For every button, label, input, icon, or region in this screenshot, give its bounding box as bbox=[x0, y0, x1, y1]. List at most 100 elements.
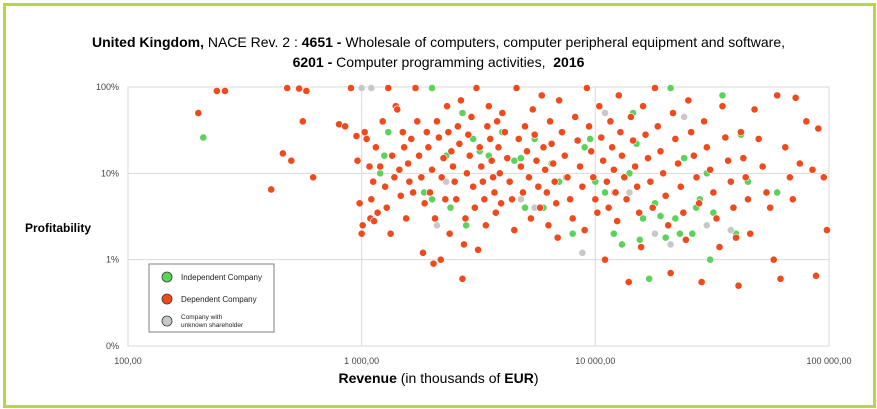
dependent-point bbox=[458, 274, 467, 283]
title-code1: 4651 - bbox=[301, 34, 342, 50]
y-tick-label: 1% bbox=[106, 255, 119, 265]
x-label-rest: (in thousands of bbox=[396, 370, 505, 386]
dependent-point bbox=[576, 162, 584, 171]
dependent-point bbox=[278, 149, 287, 158]
dependent-point bbox=[439, 154, 448, 163]
dependent-point bbox=[702, 143, 711, 152]
independent-point bbox=[568, 229, 577, 238]
dependent-point bbox=[622, 195, 631, 204]
dependent-point bbox=[498, 109, 507, 117]
dependent-point bbox=[407, 135, 416, 143]
dependent-point bbox=[537, 91, 546, 100]
unknown-point bbox=[726, 226, 735, 235]
dependent-point bbox=[365, 162, 374, 171]
dependent-point bbox=[614, 91, 623, 100]
dependent-point bbox=[802, 117, 811, 126]
independent-point bbox=[516, 154, 525, 163]
dependent-point bbox=[769, 255, 778, 264]
dependent-point bbox=[671, 135, 680, 143]
dependent-point bbox=[606, 117, 615, 126]
dependent-point bbox=[571, 113, 580, 121]
dependent-point bbox=[465, 151, 474, 160]
dependent-point bbox=[639, 102, 647, 111]
dependent-point bbox=[453, 122, 462, 131]
dependent-point bbox=[494, 143, 503, 152]
dependent-point bbox=[457, 96, 465, 105]
dependent-point bbox=[212, 87, 221, 95]
dependent-point bbox=[424, 143, 433, 152]
unknown-point bbox=[433, 221, 441, 230]
x-label-bold: Revenue bbox=[338, 370, 397, 386]
dependent-point bbox=[546, 117, 554, 126]
independent-point bbox=[656, 212, 665, 220]
dependent-point bbox=[681, 235, 690, 244]
unknown-point bbox=[666, 240, 675, 249]
dependent-point bbox=[477, 162, 486, 171]
dependent-point bbox=[447, 147, 456, 156]
dependent-point bbox=[729, 203, 738, 212]
legend-label: Company with bbox=[181, 314, 223, 321]
independent-point bbox=[586, 135, 595, 143]
dependent-point bbox=[422, 128, 431, 137]
dependent-point bbox=[360, 128, 369, 137]
independent-point bbox=[469, 135, 478, 143]
dependent-point bbox=[601, 255, 609, 264]
dependent-point bbox=[695, 199, 703, 208]
y-tick-labels: 100% 10% 1% 0% bbox=[96, 82, 119, 351]
dependent-point bbox=[396, 191, 405, 200]
dependent-point bbox=[679, 208, 688, 217]
dependent-point bbox=[489, 173, 497, 182]
dependent-point bbox=[637, 243, 646, 251]
dependent-point bbox=[481, 221, 490, 230]
dependent-point bbox=[692, 173, 701, 182]
title-code2-desc: Computer programming activities, bbox=[332, 54, 546, 70]
dependent-point bbox=[549, 159, 558, 168]
dependent-point bbox=[608, 143, 617, 152]
dependent-point bbox=[566, 195, 575, 204]
dependent-point bbox=[467, 113, 476, 121]
dependent-point bbox=[593, 208, 602, 217]
dependent-point bbox=[676, 182, 685, 191]
dependent-point bbox=[819, 173, 828, 182]
dependent-point bbox=[631, 162, 640, 171]
legend-dependent: Dependent Company bbox=[161, 293, 257, 305]
dependent-point bbox=[381, 182, 390, 191]
dependent-point bbox=[267, 185, 276, 194]
independent-point bbox=[680, 154, 689, 163]
dependent-point bbox=[741, 173, 750, 182]
dependent-point bbox=[721, 133, 730, 142]
independent-point bbox=[618, 240, 626, 249]
dependent-point bbox=[382, 203, 391, 212]
dependent-point bbox=[404, 159, 412, 168]
dependent-point bbox=[455, 139, 464, 148]
dependent-point bbox=[558, 128, 566, 137]
unknown-point bbox=[625, 188, 634, 197]
dependent-point bbox=[484, 102, 493, 111]
dependent-point bbox=[405, 177, 414, 186]
x-label-close: ) bbox=[533, 370, 539, 386]
dependent-point bbox=[812, 271, 820, 280]
dependent-point bbox=[552, 199, 561, 208]
dependent-point bbox=[644, 154, 652, 163]
independent-point bbox=[446, 203, 455, 212]
dependent-point bbox=[480, 195, 489, 204]
dependent-point bbox=[629, 136, 637, 145]
dependent-point bbox=[758, 162, 767, 171]
dependent-point bbox=[609, 165, 618, 174]
dependent-point bbox=[674, 159, 682, 168]
dependent-point bbox=[369, 177, 378, 186]
independent-point bbox=[675, 229, 684, 238]
dependent-point bbox=[528, 105, 537, 114]
dependent-point bbox=[388, 151, 397, 160]
legend-independent: Independent Company bbox=[161, 271, 262, 283]
dependent-point bbox=[541, 165, 550, 174]
dependent-point bbox=[746, 229, 755, 238]
independent-point bbox=[688, 229, 697, 238]
dependent-point bbox=[309, 173, 318, 182]
unknown-point bbox=[357, 84, 366, 92]
dependent-point bbox=[527, 214, 535, 223]
dependent-point bbox=[464, 130, 473, 139]
dependent-point bbox=[776, 274, 785, 283]
dependent-point bbox=[808, 165, 817, 174]
dependent-point bbox=[419, 248, 427, 257]
